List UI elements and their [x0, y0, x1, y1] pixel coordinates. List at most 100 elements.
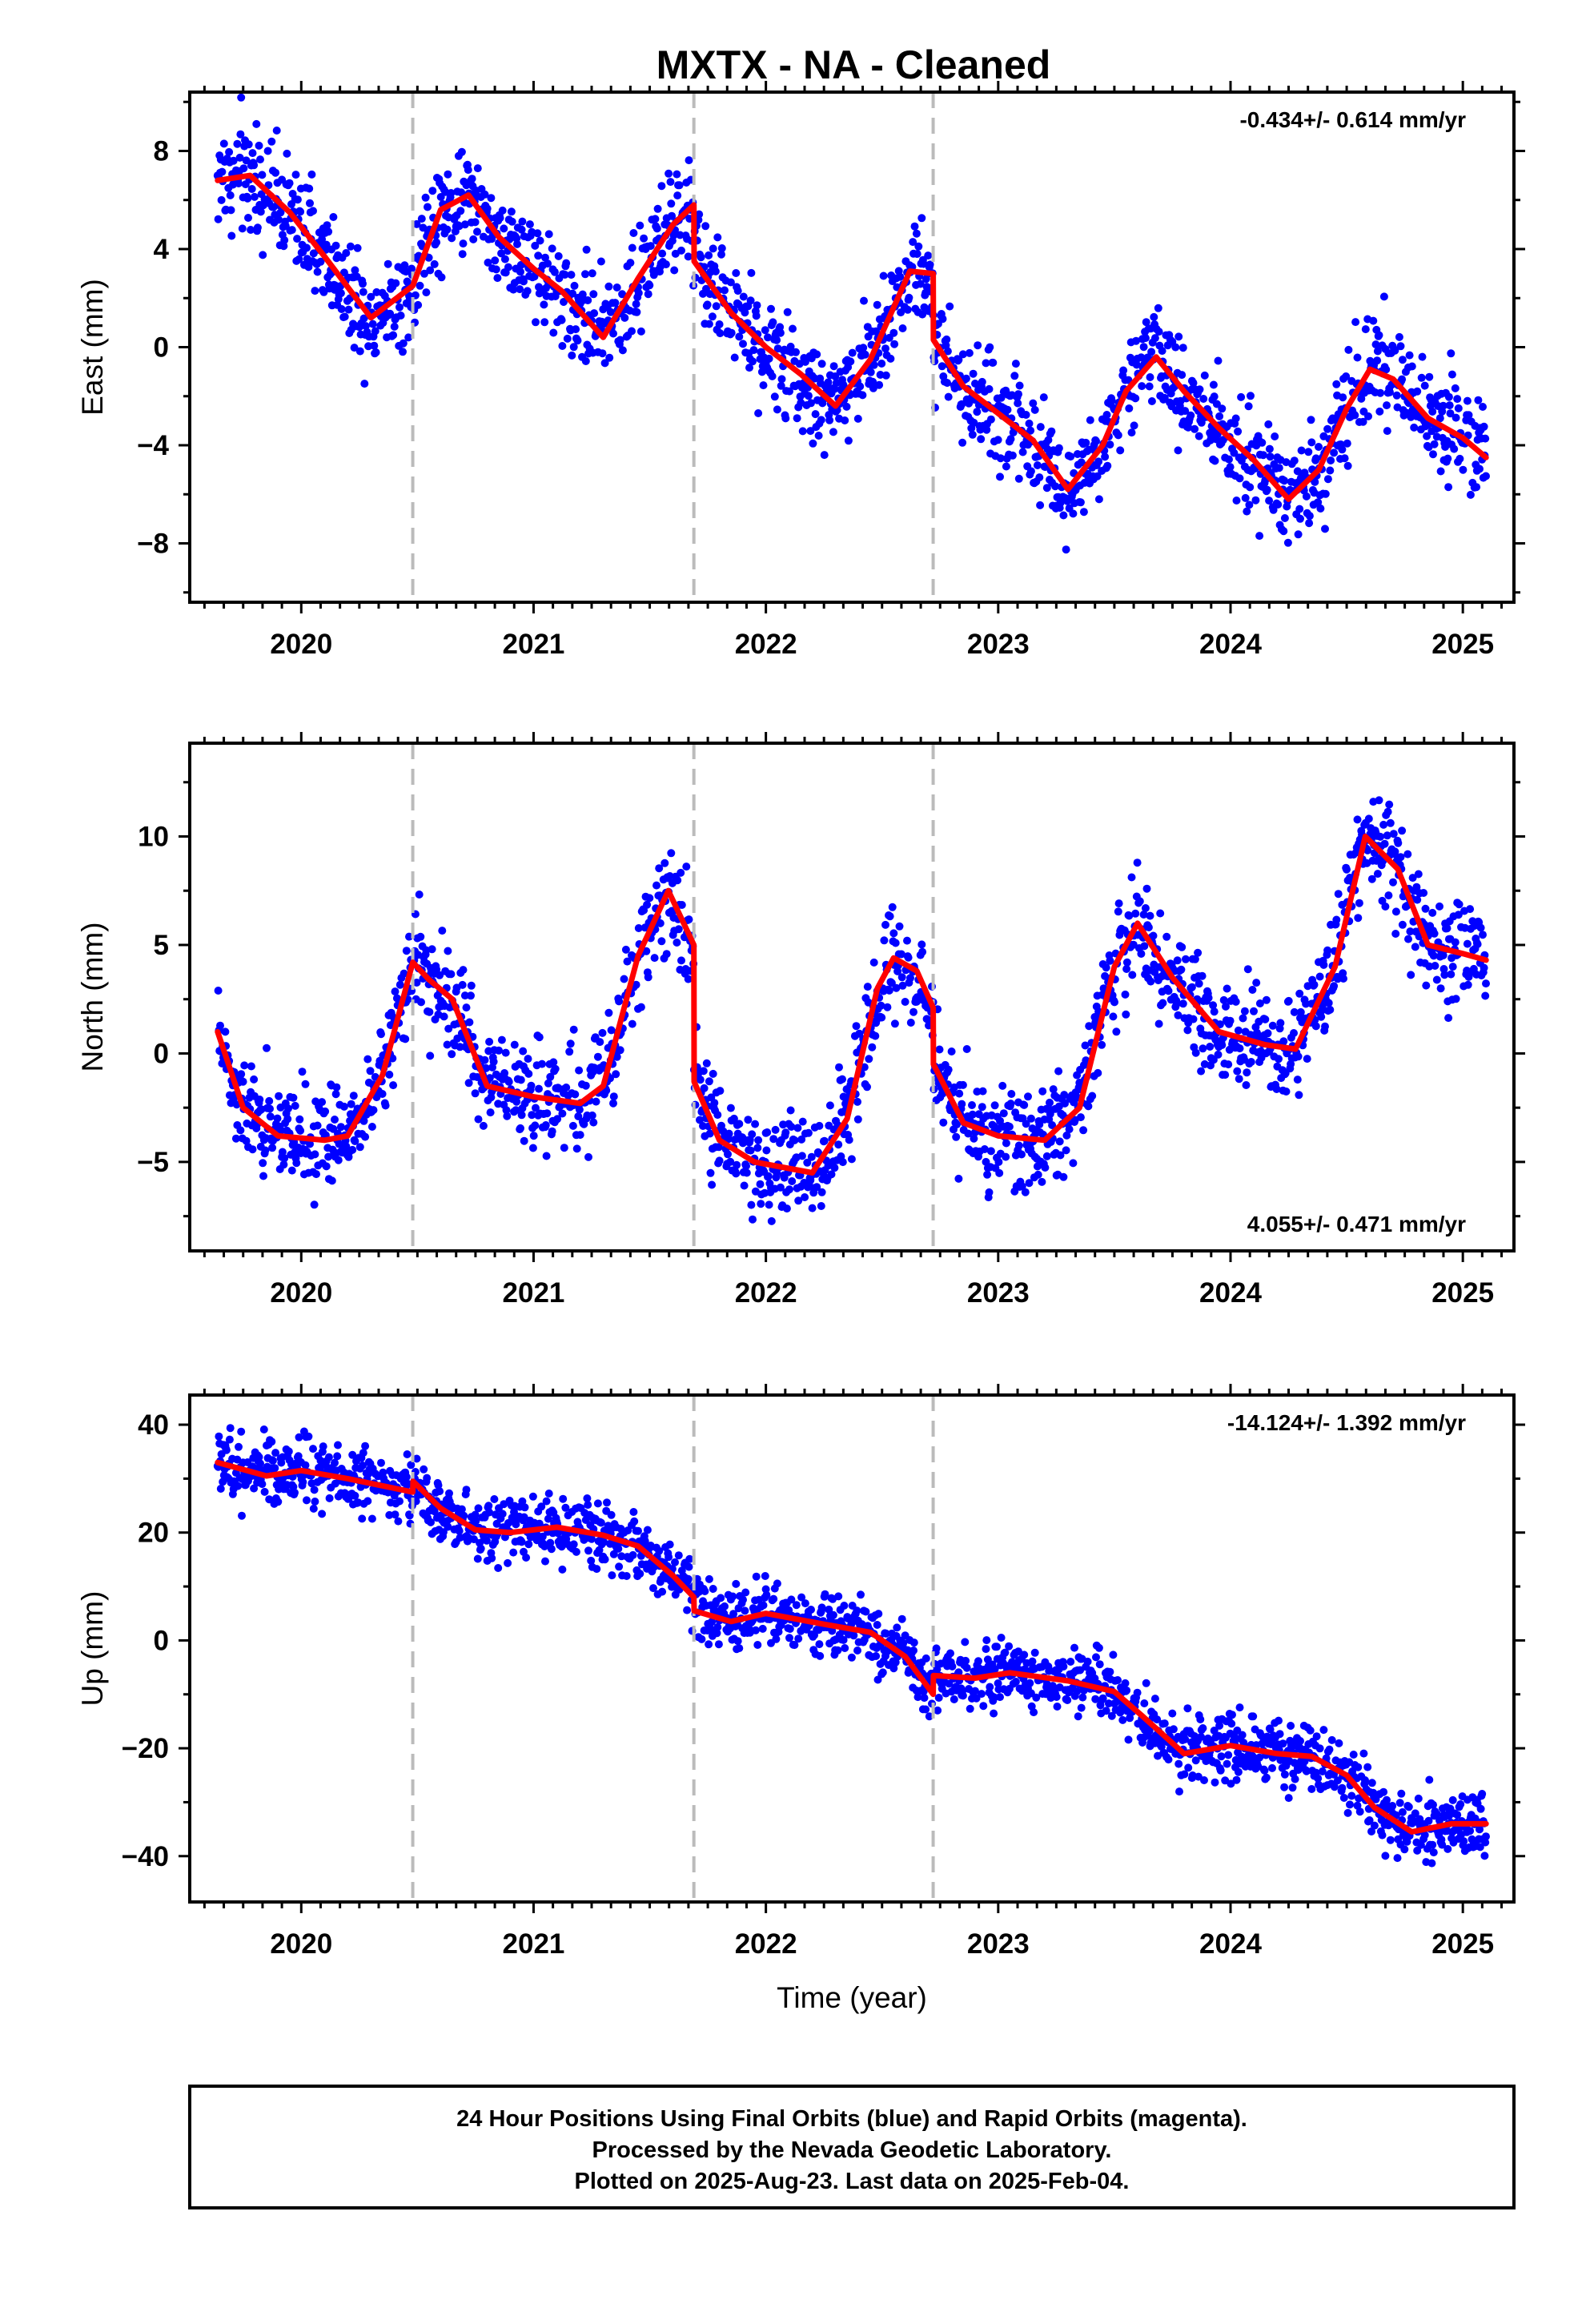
north-observation-point — [835, 1063, 843, 1072]
north-observation-point — [1206, 1043, 1215, 1051]
up-observation-point — [546, 1538, 555, 1547]
north-observation-point — [1419, 889, 1428, 897]
east-observation-point — [422, 288, 431, 297]
east-observation-point — [1030, 405, 1039, 414]
east-observation-point — [443, 225, 452, 234]
north-observation-point — [1398, 826, 1407, 835]
up-observation-point — [761, 1572, 769, 1580]
north-observation-point — [1109, 1012, 1118, 1021]
north-observation-point — [1178, 999, 1187, 1008]
east-observation-point — [568, 289, 577, 298]
north-observation-point — [1482, 979, 1490, 988]
north-observation-point — [277, 1126, 286, 1135]
north-observation-point — [968, 1101, 976, 1109]
up-observation-point — [721, 1602, 729, 1610]
up-observation-point — [235, 1442, 243, 1451]
east-observation-point — [938, 315, 947, 324]
east-observation-point — [323, 221, 331, 230]
north-observation-point — [1059, 1172, 1068, 1181]
north-plot-frame — [188, 742, 1516, 1252]
up-observation-point — [325, 1494, 334, 1502]
north-observation-point — [1042, 1152, 1051, 1160]
up-observation-point — [331, 1458, 339, 1467]
up-observation-point — [958, 1691, 967, 1700]
east-observation-point — [235, 179, 243, 187]
up-observation-point — [583, 1494, 592, 1502]
up-observation-point — [994, 1679, 1002, 1687]
east-observation-point — [1014, 474, 1023, 483]
north-observation-point — [1218, 1041, 1227, 1049]
east-observation-point — [977, 435, 986, 444]
up-observation-point — [705, 1640, 713, 1649]
north-observation-point — [1262, 995, 1271, 1004]
east-observation-point — [1410, 423, 1419, 432]
east-observation-point — [404, 333, 413, 342]
east-observation-point — [1316, 505, 1325, 513]
east-observation-point — [1232, 497, 1241, 505]
north-observation-point — [1324, 999, 1333, 1007]
east-observation-point — [1447, 349, 1456, 358]
north-observation-point — [700, 1084, 709, 1092]
east-observation-point — [1251, 496, 1260, 505]
east-observation-point — [946, 302, 954, 311]
north-observation-point — [438, 927, 447, 935]
north-observation-point — [474, 1115, 483, 1124]
north-observation-point — [715, 1156, 724, 1165]
north-observation-point — [485, 1074, 494, 1083]
north-observation-point — [369, 1106, 378, 1115]
up-observation-point — [291, 1488, 299, 1497]
north-observation-point — [1209, 1001, 1218, 1010]
east-observation-point — [1418, 352, 1427, 361]
north-observation-point — [657, 937, 666, 946]
north-observation-point — [1321, 1022, 1329, 1031]
east-observation-point — [1150, 312, 1158, 321]
east-observation-point — [1436, 467, 1445, 476]
east-observation-point — [726, 278, 735, 287]
north-observation-point — [391, 987, 400, 996]
east-observation-point — [1323, 475, 1332, 484]
east-observation-point — [1439, 401, 1447, 410]
north-observation-point — [321, 1107, 330, 1116]
north-observation-point — [485, 1037, 494, 1046]
up-observation-point — [990, 1709, 998, 1718]
north-x-tick-label: 2025 — [1431, 1277, 1494, 1309]
east-observation-point — [473, 164, 482, 173]
up-observation-point — [982, 1636, 991, 1645]
up-observation-point — [708, 1618, 717, 1626]
up-observation-point — [839, 1635, 848, 1644]
up-observation-point — [713, 1622, 722, 1631]
up-observation-point — [460, 1511, 468, 1520]
up-observation-point — [541, 1557, 549, 1566]
east-observation-point — [219, 139, 228, 148]
east-observation-point — [383, 259, 392, 268]
north-observation-point — [705, 1129, 714, 1138]
east-observation-point — [295, 255, 303, 263]
east-observation-point — [504, 263, 512, 271]
north-observation-point — [918, 947, 927, 956]
east-observation-point — [716, 329, 725, 338]
east-observation-point — [653, 204, 662, 213]
east-observation-point — [628, 327, 636, 336]
east-observation-point — [389, 331, 398, 340]
north-observation-point — [1194, 948, 1203, 957]
east-observation-point — [711, 267, 720, 275]
east-observation-point — [1326, 466, 1335, 475]
east-observation-point — [801, 357, 809, 366]
east-observation-point — [1195, 432, 1203, 440]
north-observation-point — [906, 974, 914, 983]
north-observation-point — [348, 1145, 357, 1154]
east-observation-point — [1215, 412, 1224, 420]
east-observation-point — [306, 199, 314, 207]
up-observation-point — [615, 1562, 624, 1571]
north-observation-point — [673, 939, 681, 947]
north-observation-point — [990, 1101, 999, 1110]
north-observation-point — [817, 1202, 825, 1210]
east-observation-point — [1243, 507, 1251, 516]
east-observation-point — [973, 408, 982, 416]
north-observation-point — [863, 1083, 871, 1092]
up-observation-point — [993, 1642, 1001, 1651]
east-observation-point — [293, 195, 302, 204]
north-y-axis-label: North (mm) — [76, 922, 109, 1072]
north-observation-point — [1381, 903, 1390, 911]
north-observation-point — [609, 1099, 617, 1108]
